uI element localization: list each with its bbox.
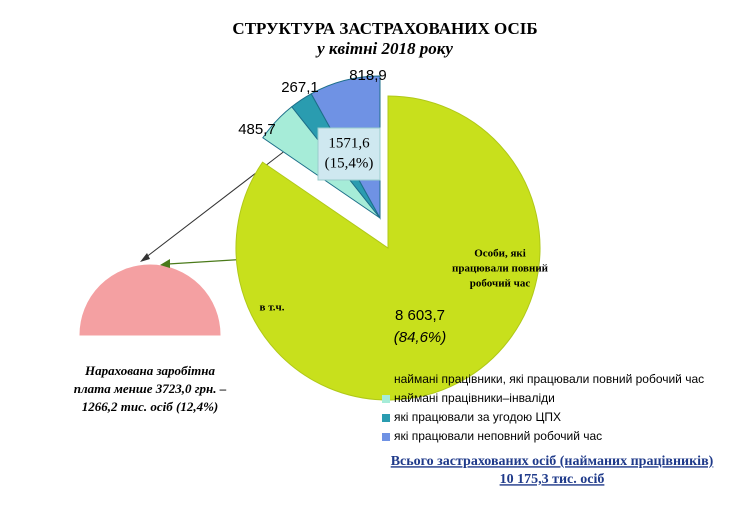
pointer-head xyxy=(160,259,170,268)
total: Всього застрахованих осіб (найманих прац… xyxy=(391,454,714,469)
note: працювали повний xyxy=(452,263,549,275)
note: 1266,2 тис. осіб (12,4%) xyxy=(82,399,218,414)
note: Особи, які xyxy=(474,248,526,260)
note: Нарахована заробітна xyxy=(84,363,215,378)
pie-slice xyxy=(235,95,541,401)
legend-label: наймані працівники, які працювали повний… xyxy=(394,372,704,386)
data-label: 818,9 xyxy=(349,67,387,84)
total: 10 175,3 тис. осіб xyxy=(500,472,605,487)
legend-swatch xyxy=(382,433,390,441)
part-label: 1571,6 xyxy=(328,135,370,151)
data-label: 8 603,7 xyxy=(395,307,445,324)
legend-label: які працювали за угодою ЦПХ xyxy=(394,410,561,424)
part-label: (15,4%) xyxy=(325,155,374,171)
data-label: 485,7 xyxy=(238,121,276,138)
part-box xyxy=(317,127,381,181)
legend-swatch xyxy=(382,376,390,384)
legend-swatch xyxy=(382,414,390,422)
legend-swatch xyxy=(382,395,390,403)
chart-title: СТРУКТУРА ЗАСТРАХОВАНИХ ОСІБ xyxy=(232,19,537,38)
pointer-head xyxy=(140,253,150,262)
share-label: (84,6%) xyxy=(394,329,447,346)
chart-subtitle: у квітні 2018 року xyxy=(315,39,453,58)
note: в т.ч. xyxy=(260,302,285,314)
note: робочий час xyxy=(470,278,531,290)
low-wage-dome xyxy=(79,264,221,336)
note: плата менше 3723,0 грн. – xyxy=(74,381,227,396)
legend-label: наймані працівники–інваліди xyxy=(394,391,555,405)
legend-label: які працювали неповний робочий час xyxy=(394,429,602,443)
data-label: 267,1 xyxy=(281,79,319,96)
